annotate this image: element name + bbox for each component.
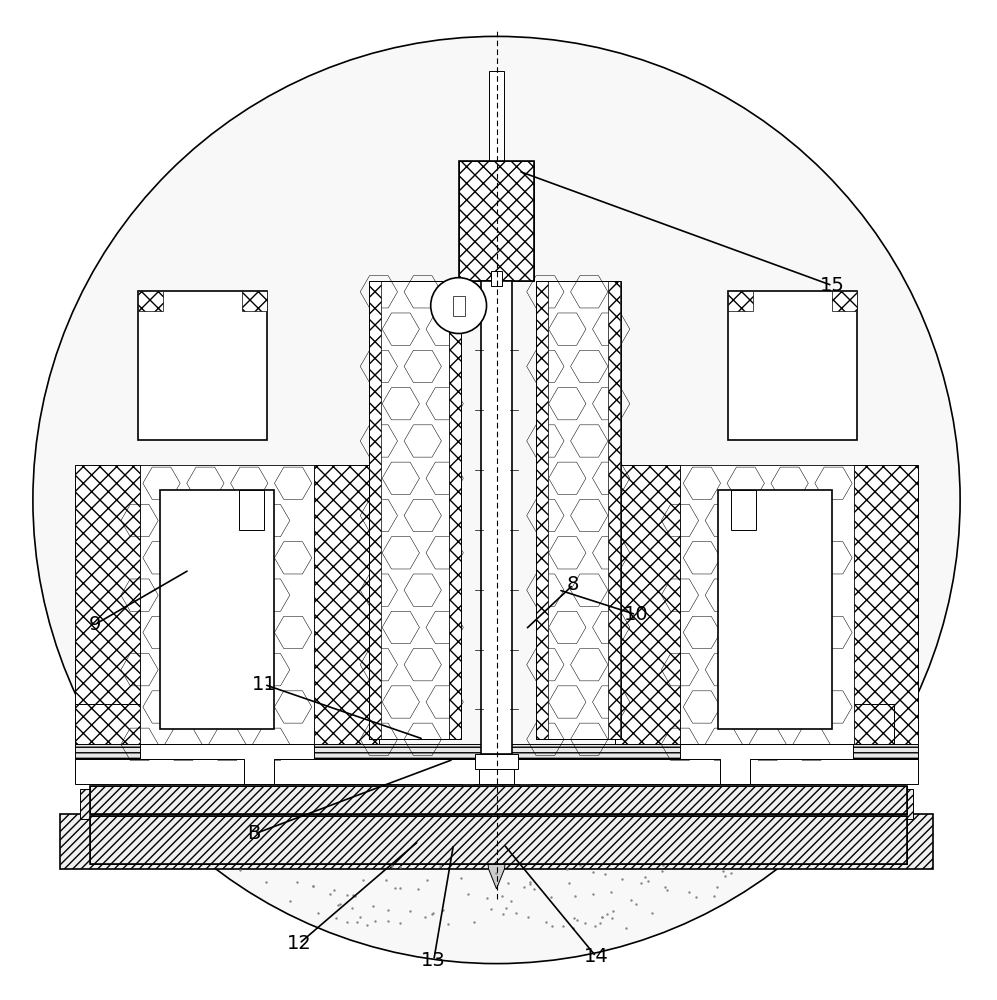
Bar <box>138 291 163 311</box>
Bar <box>75 759 918 784</box>
Bar <box>731 490 756 530</box>
Bar <box>728 291 753 311</box>
Bar <box>242 291 267 311</box>
Bar <box>75 465 140 744</box>
Text: 10: 10 <box>624 605 648 624</box>
Bar <box>80 789 913 819</box>
Bar <box>491 784 502 849</box>
Bar <box>75 704 354 744</box>
Bar <box>489 71 504 161</box>
Text: 12: 12 <box>287 934 311 953</box>
Polygon shape <box>680 744 853 784</box>
Text: 8: 8 <box>567 575 579 594</box>
Bar <box>314 465 379 744</box>
Bar <box>239 490 264 530</box>
Text: 15: 15 <box>821 276 844 295</box>
Bar <box>718 490 832 729</box>
Bar <box>453 296 465 316</box>
Polygon shape <box>487 849 506 889</box>
Bar <box>90 816 907 864</box>
Bar <box>160 490 274 729</box>
Bar <box>615 465 680 744</box>
Bar <box>90 786 907 814</box>
Bar <box>140 465 314 744</box>
Bar <box>545 281 615 739</box>
Ellipse shape <box>33 36 960 964</box>
Bar <box>479 769 514 784</box>
Bar <box>138 291 267 440</box>
Bar <box>459 161 534 281</box>
Text: 14: 14 <box>584 947 608 966</box>
Bar <box>379 281 449 739</box>
Bar <box>728 291 857 440</box>
Bar <box>536 281 548 739</box>
Bar <box>462 784 474 794</box>
Bar <box>475 754 518 769</box>
Text: 9: 9 <box>89 615 101 634</box>
Bar <box>680 465 854 744</box>
Bar <box>608 281 620 739</box>
Polygon shape <box>140 744 314 784</box>
Text: B: B <box>247 824 261 843</box>
Bar <box>832 291 857 311</box>
Bar <box>369 281 381 739</box>
Bar <box>369 281 461 739</box>
Bar <box>75 744 918 759</box>
Bar <box>60 814 933 869</box>
Bar <box>90 786 907 814</box>
Bar <box>90 816 907 864</box>
Bar <box>519 784 531 794</box>
Circle shape <box>431 278 487 334</box>
Bar <box>481 281 512 754</box>
Bar <box>615 704 894 744</box>
Text: 13: 13 <box>422 951 446 970</box>
Bar <box>459 161 534 281</box>
Bar <box>449 281 461 739</box>
Bar <box>491 271 502 286</box>
Bar <box>853 465 918 744</box>
Text: 11: 11 <box>252 675 276 694</box>
Bar <box>536 281 621 739</box>
